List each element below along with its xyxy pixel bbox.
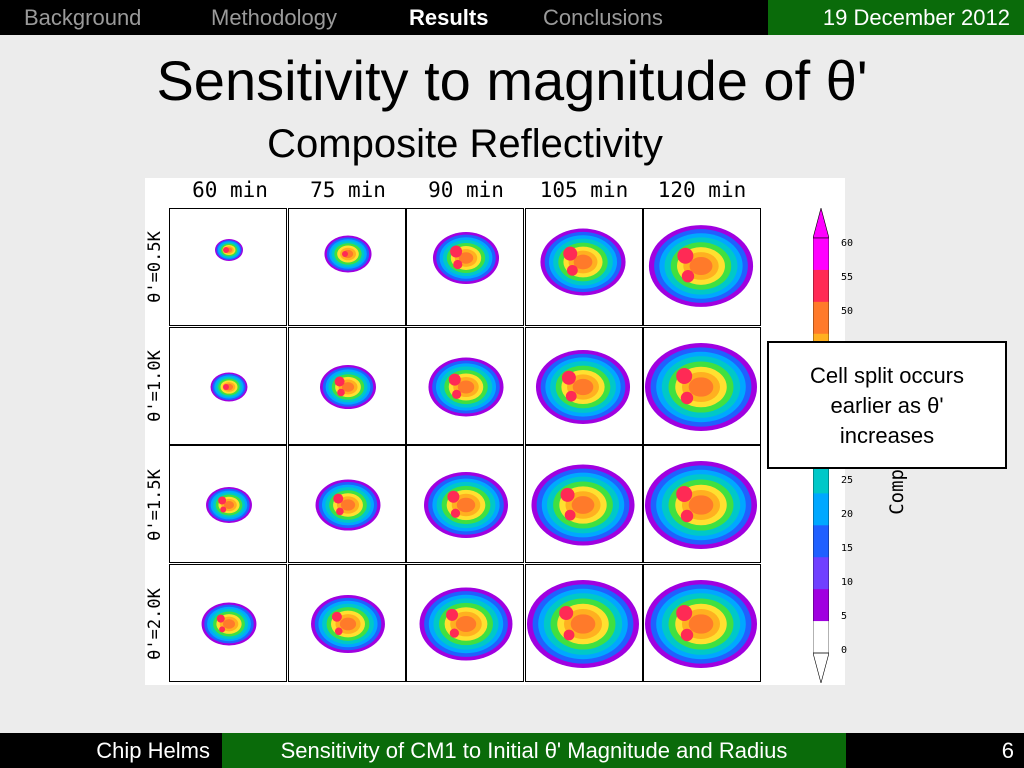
row-header-0-5k: θ'=0.5K	[145, 231, 165, 303]
footer-talk-title: Sensitivity of CM1 to Initial θ' Magnitu…	[222, 733, 846, 768]
reflectivity-panel	[643, 208, 761, 326]
row-header-2-0k: θ'=2.0K	[145, 588, 165, 660]
footer-page-number: 6	[1001, 738, 1014, 763]
reflectivity-panel	[406, 445, 524, 563]
reflectivity-panel	[287, 445, 406, 563]
slide-subtitle: Composite Reflectivity	[267, 122, 663, 166]
colorbar-bottom-arrow	[813, 652, 829, 683]
colorbar-segment	[813, 621, 829, 654]
nav-item-methodology[interactable]: Methodology	[211, 5, 337, 30]
column-header-120-min: 120 min	[657, 178, 747, 202]
top-navigation-bar: Background Methodology Results Conclusio…	[0, 0, 1024, 35]
row-header-1-5k: θ'=1.5K	[145, 469, 165, 541]
reflectivity-panel	[524, 208, 643, 326]
nav-item-conclusions[interactable]: Conclusions	[543, 5, 663, 30]
colorbar-tick: 5	[841, 611, 848, 622]
reflectivity-panel	[524, 445, 643, 563]
reflectivity-panel	[643, 445, 761, 563]
footer-bar: Chip Helms Sensitivity of CM1 to Initial…	[0, 733, 1024, 768]
colorbar-tick: 60	[841, 238, 854, 249]
reflectivity-panel	[169, 563, 287, 682]
reflectivity-panel	[287, 326, 406, 445]
reflectivity-panel	[643, 326, 761, 445]
colorbar-tick: 15	[841, 543, 854, 554]
reflectivity-figure: 60 min 75 min 90 min 105 min 120 min θ'=…	[145, 178, 908, 685]
colorbar-segment	[813, 557, 829, 590]
column-header-105-min: 105 min	[539, 178, 629, 202]
reflectivity-panel	[406, 326, 524, 445]
column-header-60-min: 60 min	[192, 178, 268, 202]
nav-item-results[interactable]: Results	[409, 5, 489, 30]
reflectivity-panel	[524, 563, 643, 682]
reflectivity-panel	[406, 563, 524, 682]
colorbar-segment	[813, 589, 829, 622]
reflectivity-panel	[169, 208, 287, 326]
column-header-75-min: 75 min	[310, 178, 386, 202]
row-header-1-0k: θ'=1.0K	[145, 350, 165, 422]
reflectivity-panel-grid	[169, 208, 762, 683]
colorbar-top-arrow	[813, 208, 829, 239]
colorbar-tick: 55	[841, 272, 854, 283]
colorbar-frame	[813, 237, 829, 654]
reflectivity-panel	[287, 208, 406, 326]
column-header-90-min: 90 min	[428, 178, 504, 202]
colorbar-tick: 10	[841, 577, 854, 588]
colorbar-tick: 20	[841, 509, 854, 520]
colorbar-tick: 50	[841, 306, 854, 317]
colorbar-tick: 25	[841, 475, 854, 486]
footer-author: Chip Helms	[96, 738, 210, 763]
colorbar-segment	[813, 238, 829, 271]
reflectivity-panel	[169, 326, 287, 445]
callout-box: Cell split occurs earlier as θ' increase…	[767, 341, 1007, 469]
slide-title: Sensitivity to magnitude of θ'	[156, 49, 868, 112]
presentation-date: 19 December 2012	[768, 0, 1024, 35]
colorbar-tick: 0	[841, 645, 848, 656]
colorbar-segment	[813, 461, 829, 494]
reflectivity-panel	[524, 326, 643, 445]
colorbar-segment	[813, 493, 829, 526]
reflectivity-panel	[406, 208, 524, 326]
colorbar-segment	[813, 301, 829, 335]
reflectivity-panel	[169, 445, 287, 563]
nav-item-background[interactable]: Background	[24, 5, 142, 30]
reflectivity-panel	[287, 563, 406, 682]
colorbar-segment	[813, 525, 829, 558]
colorbar-segment	[813, 269, 829, 303]
reflectivity-panel	[643, 563, 761, 682]
